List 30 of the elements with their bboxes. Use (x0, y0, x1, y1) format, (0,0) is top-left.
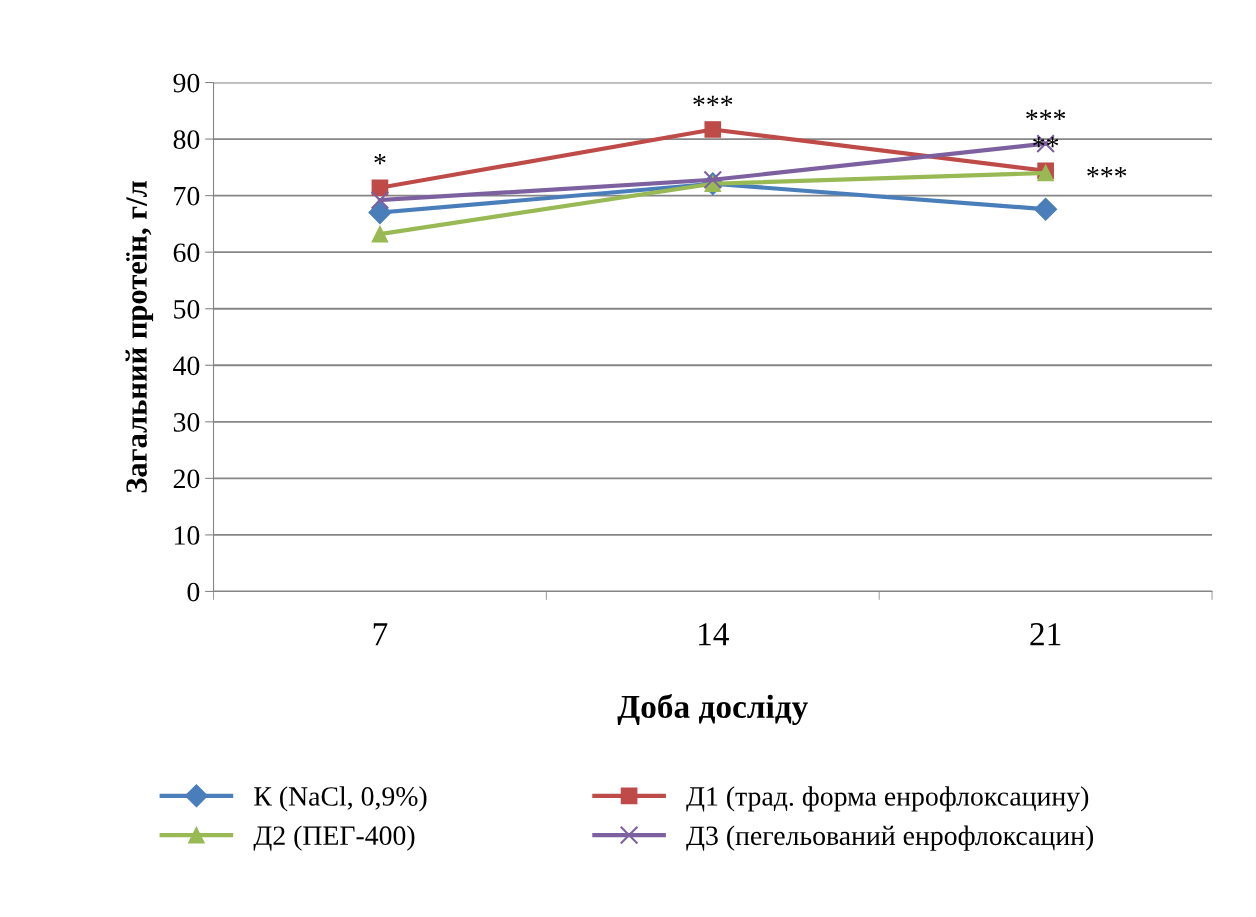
y-tick-label: 50 (174, 299, 200, 319)
point (371, 179, 389, 197)
y-tick-label: 60 (173, 243, 200, 263)
point (371, 225, 389, 243)
annotation: *** (1026, 109, 1066, 121)
x-tick-label: 7 (373, 623, 388, 646)
y-tick-label: 90 (173, 73, 200, 93)
annotation: *** (1087, 167, 1127, 178)
y-axis-title: Загальний протеїн, г/л (125, 181, 154, 493)
annotation: *** (693, 95, 733, 106)
x-axis-title: Доба досліду (617, 693, 808, 725)
y-tick-label: 80 (173, 130, 200, 149)
point (704, 121, 722, 138)
y-tick-label: 20 (173, 469, 200, 489)
y-tick-label: 40 (173, 356, 200, 376)
y-tick-label: 70 (174, 186, 200, 206)
y-tick-label: 30 (173, 412, 200, 432)
legend-label: К (NaCl, 0,9%) (254, 786, 427, 812)
point (368, 201, 392, 225)
legend-label: Д1 (трад. форма енрофлоксацину) (686, 786, 1089, 812)
x-tick-label: 21 (1030, 623, 1061, 646)
annotation: * (374, 153, 386, 165)
point (1034, 197, 1058, 221)
legend-label: Д3 (пегельований енрофлоксацин) (686, 825, 1094, 851)
x-tick-label: 14 (699, 623, 729, 646)
y-tick-label: 10 (174, 526, 200, 545)
point (370, 190, 390, 210)
legend-label: Д2 (ПЕГ-400) (253, 825, 415, 851)
y-tick-label: 0 (187, 582, 200, 602)
point (703, 170, 723, 190)
